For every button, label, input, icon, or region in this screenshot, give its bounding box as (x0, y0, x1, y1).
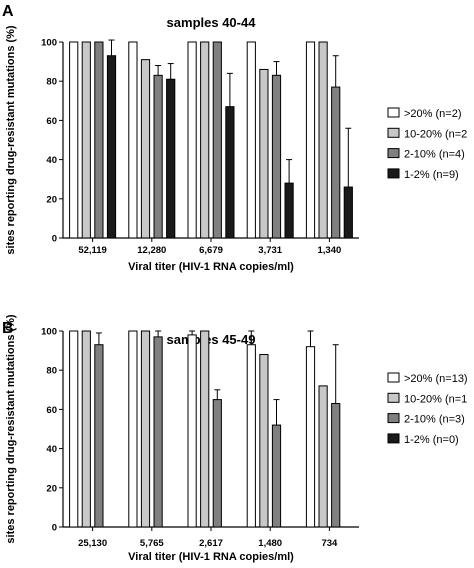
legend-swatch (387, 392, 400, 403)
bar (305, 41, 316, 239)
bar (94, 344, 104, 528)
bar (94, 41, 104, 239)
bar (331, 403, 341, 528)
legend-entry: >20% (n=2) (404, 108, 461, 120)
legend-swatch (387, 372, 400, 383)
x-tick-label: 12,280 (137, 245, 166, 256)
legend-swatch (387, 127, 400, 138)
y-tick-label: 40 (46, 155, 57, 166)
bar (200, 330, 210, 528)
legend-entry: 2-10% (n=3) (404, 414, 465, 426)
y-tick-label: 0 (52, 234, 57, 245)
panel-label: A (2, 3, 14, 20)
x-tick-label: 3,731 (258, 245, 282, 256)
bar (106, 55, 117, 239)
bar (81, 41, 91, 239)
x-tick-label: 2,617 (199, 538, 223, 549)
y-tick-label: 100 (41, 327, 57, 338)
y-tick-label: 60 (46, 116, 57, 127)
legend-swatch (387, 433, 400, 444)
bar (212, 399, 222, 528)
x-axis-label: Viral titer (HIV-1 RNA copies/ml) (128, 261, 294, 273)
y-tick-label: 100 (41, 38, 57, 49)
y-tick-label: 60 (46, 405, 57, 416)
bar (128, 330, 138, 528)
y-tick-label: 80 (46, 77, 57, 88)
bar (128, 41, 138, 239)
chart-title: samples 40-44 (167, 15, 257, 30)
legend-swatch (387, 107, 400, 118)
panel-label: B (2, 320, 14, 337)
x-tick-label: 25,130 (78, 538, 107, 549)
legend-entry: 2-10% (n=4) (404, 149, 465, 161)
y-tick-label: 20 (46, 194, 57, 205)
bar (246, 41, 256, 239)
legend-entry: 10-20% (n=1 (404, 393, 467, 405)
bar (140, 59, 151, 239)
bar (81, 330, 91, 528)
bar (225, 106, 235, 239)
bar (212, 41, 222, 239)
legend-entry: >20% (n=13) (404, 373, 468, 385)
x-axis-label: Viral titer (HIV-1 RNA copies/ml) (128, 551, 294, 563)
bar (166, 78, 176, 239)
legend: >20% (n=13) 10-20% (n=1 2-10% (n=3) 1-2% (n… (387, 372, 468, 446)
x-tick-label: 1,480 (258, 538, 282, 549)
x-tick-label: 1,340 (318, 245, 342, 256)
y-tick-label: 80 (46, 366, 57, 377)
bar (246, 344, 256, 528)
bar (331, 86, 341, 239)
legend-entry: 10-20% (n=2 (404, 128, 467, 140)
legend-swatch (387, 413, 400, 424)
bar (318, 41, 328, 239)
bar (284, 182, 294, 239)
y-tick-label: 40 (46, 444, 57, 455)
bar (343, 186, 353, 239)
bar (200, 41, 210, 239)
x-tick-label: 52,119 (78, 245, 107, 256)
legend-swatch (387, 148, 400, 159)
legend-entry: 1-2% (n=9) (404, 169, 459, 181)
y-tick-label: 20 (46, 483, 57, 494)
bar (305, 346, 316, 528)
bar (153, 336, 163, 528)
bar (259, 354, 269, 528)
chart-title: samples 45-49 (167, 332, 256, 347)
y-axis-label: sites reporting drug-resistant mutations… (5, 25, 17, 255)
bar (271, 74, 282, 239)
x-tick-label: 734 (321, 538, 338, 549)
bar (187, 334, 197, 528)
y-axis-label: sites reporting drug-resistant mutations… (5, 314, 17, 544)
bar (187, 41, 197, 239)
bar (69, 330, 79, 528)
bar (318, 385, 328, 528)
bar (259, 68, 269, 239)
bar (271, 424, 282, 528)
legend: >20% (n=2) 10-20% (n=2 2-10% (n=4) 1-2% (n=… (387, 107, 467, 181)
y-tick-label: 0 (52, 523, 57, 534)
x-tick-label: 5,765 (140, 538, 164, 549)
legend-entry: 1-2% (n=0) (404, 434, 459, 446)
bar (153, 74, 163, 239)
bar (69, 41, 79, 239)
x-tick-label: 6,679 (199, 245, 223, 256)
bar (140, 330, 151, 528)
legend-swatch (387, 168, 400, 179)
